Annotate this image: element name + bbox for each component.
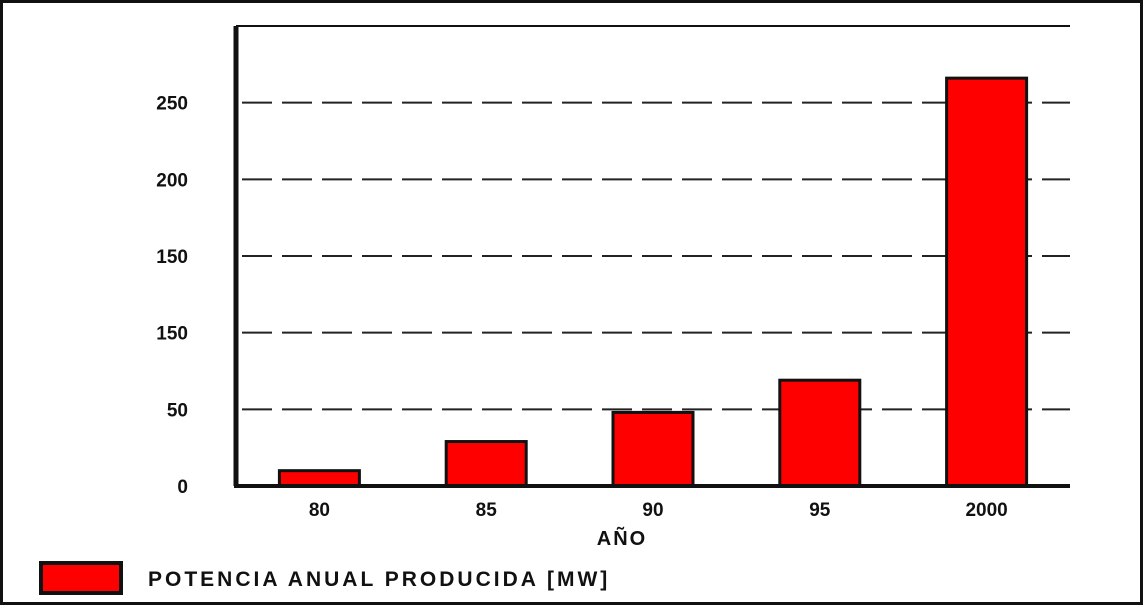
legend-swatch — [39, 561, 123, 595]
x-tick-labels: 80 85 90 95 2000 — [309, 500, 1008, 521]
bar-80 — [277, 469, 361, 488]
y-tick-label: 150 — [156, 324, 188, 345]
bars — [277, 76, 1029, 488]
x-tick-label: 85 — [476, 500, 498, 521]
x-tick-label: 80 — [309, 500, 330, 521]
x-tick-label: 90 — [642, 500, 663, 521]
y-tick-labels: 0 50 150 150 200 250 — [156, 94, 188, 498]
y-tick-label: 0 — [177, 477, 188, 498]
y-tick-label: 200 — [156, 170, 188, 191]
bar-2000 — [945, 76, 1029, 488]
legend: POTENCIA ANUAL PRODUCIDA [MW] — [39, 561, 610, 595]
bar-85 — [444, 440, 528, 488]
gridlines — [242, 101, 1070, 411]
legend-label: POTENCIA ANUAL PRODUCIDA [MW] — [148, 568, 610, 591]
x-tick-label: 95 — [809, 500, 831, 521]
x-tick-label: 2000 — [965, 500, 1007, 521]
bar-90 — [611, 410, 695, 488]
x-axis-title: AÑO — [597, 527, 647, 550]
axes — [233, 25, 1070, 488]
y-tick-label: 250 — [156, 94, 188, 115]
y-tick-label: 50 — [167, 400, 188, 421]
y-tick-label: 150 — [156, 247, 188, 268]
bar-95 — [778, 378, 862, 488]
